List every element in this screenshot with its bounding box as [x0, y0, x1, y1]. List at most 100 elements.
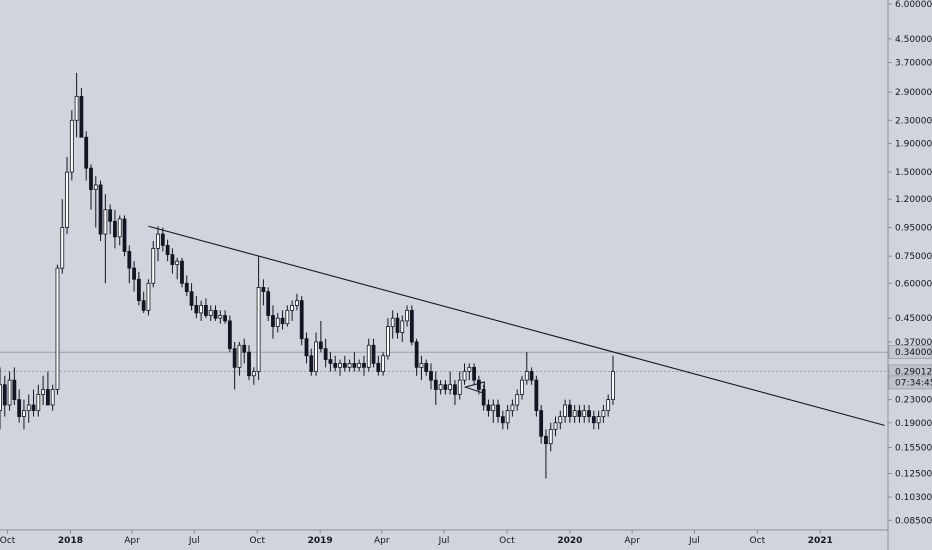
candle-body[interactable] — [486, 404, 491, 412]
candle-body[interactable] — [117, 218, 122, 238]
candle-body[interactable] — [65, 171, 69, 228]
candle-body[interactable] — [165, 244, 170, 256]
candle-body[interactable] — [342, 362, 347, 368]
candle-body[interactable] — [22, 410, 26, 417]
candle-body[interactable] — [141, 300, 146, 311]
candle-body[interactable] — [462, 371, 467, 381]
candle-body[interactable] — [534, 379, 539, 412]
candle-body[interactable] — [510, 404, 515, 412]
triangle-drawing[interactable] — [463, 381, 485, 395]
candle-body[interactable] — [55, 267, 60, 390]
candle-body[interactable] — [108, 209, 113, 222]
candle-body[interactable] — [17, 399, 22, 417]
candle-body[interactable] — [318, 341, 323, 350]
candle-body[interactable] — [567, 404, 572, 417]
candle-body[interactable] — [476, 379, 481, 390]
candle-body[interactable] — [232, 348, 237, 368]
candle-body[interactable] — [395, 317, 400, 333]
candle-body[interactable] — [524, 371, 529, 381]
candle-body[interactable] — [606, 399, 611, 412]
candle-body[interactable] — [381, 355, 386, 372]
candle-body[interactable] — [357, 362, 362, 368]
candle-body[interactable] — [69, 119, 74, 173]
candle-body[interactable] — [2, 384, 7, 406]
candle-body[interactable] — [386, 326, 390, 357]
candle-body[interactable] — [572, 410, 577, 417]
candle-body[interactable] — [170, 254, 175, 265]
candle-body[interactable] — [453, 384, 457, 395]
candle-body[interactable] — [558, 416, 563, 424]
candle-body[interactable] — [227, 320, 232, 350]
candle-body[interactable] — [31, 404, 36, 412]
candle-body[interactable] — [577, 410, 582, 417]
candle-body[interactable] — [611, 371, 615, 401]
candle-body[interactable] — [103, 209, 108, 235]
candle-body[interactable] — [223, 315, 227, 322]
candle-body[interactable] — [548, 428, 553, 445]
candle-body[interactable] — [515, 394, 520, 406]
candle-body[interactable] — [160, 233, 165, 246]
candle-body[interactable] — [362, 362, 366, 368]
candle-body[interactable] — [505, 410, 510, 424]
candle-body[interactable] — [184, 282, 189, 293]
candle-body[interactable] — [304, 338, 309, 357]
candle-body[interactable] — [419, 362, 424, 368]
candle-body[interactable] — [36, 394, 41, 412]
candle-body[interactable] — [290, 305, 295, 311]
candle-body[interactable] — [132, 267, 136, 280]
candle-body[interactable] — [443, 384, 448, 390]
candle-body[interactable] — [314, 341, 318, 372]
candle-body[interactable] — [457, 379, 462, 395]
candle-body[interactable] — [333, 362, 338, 368]
candle-body[interactable] — [309, 355, 314, 372]
candle-body[interactable] — [491, 404, 496, 412]
candle-body[interactable] — [74, 96, 79, 121]
candle-body[interactable] — [563, 404, 567, 417]
candle-body[interactable] — [295, 300, 299, 306]
candle-body[interactable] — [204, 305, 208, 316]
candle-body[interactable] — [366, 344, 371, 368]
candle-body[interactable] — [127, 251, 132, 269]
candle-body[interactable] — [328, 359, 333, 364]
candle-body[interactable] — [591, 416, 596, 424]
candle-body[interactable] — [0, 384, 2, 412]
candle-body[interactable] — [275, 317, 280, 327]
trend-line[interactable] — [148, 225, 885, 426]
candle-body[interactable] — [199, 305, 204, 314]
candle-body[interactable] — [371, 344, 376, 364]
candle-body[interactable] — [7, 379, 12, 406]
candle-body[interactable] — [338, 362, 342, 368]
candle-body[interactable] — [251, 371, 256, 377]
candle-body[interactable] — [79, 96, 84, 138]
candle-body[interactable] — [266, 291, 271, 316]
candle-body[interactable] — [400, 320, 405, 333]
candle-body[interactable] — [122, 218, 127, 252]
candle-body[interactable] — [271, 315, 275, 327]
candle-body[interactable] — [409, 309, 414, 343]
candle-body[interactable] — [194, 305, 199, 314]
candle-body[interactable] — [352, 362, 357, 368]
candle-body[interactable] — [12, 379, 17, 401]
candle-body[interactable] — [180, 260, 184, 284]
candle-body[interactable] — [189, 291, 194, 306]
candle-body[interactable] — [323, 348, 328, 360]
candle-body[interactable] — [242, 344, 247, 353]
candle-body[interactable] — [496, 404, 500, 417]
candle-body[interactable] — [529, 371, 534, 381]
candle-body[interactable] — [390, 317, 395, 327]
candle-body[interactable] — [89, 167, 93, 190]
candle-body[interactable] — [596, 416, 601, 424]
candle-body[interactable] — [544, 435, 548, 445]
candle-body[interactable] — [299, 300, 304, 340]
candle-body[interactable] — [481, 389, 486, 406]
candle-body[interactable] — [472, 366, 477, 381]
candle-body[interactable] — [41, 389, 46, 395]
candle-body[interactable] — [467, 366, 472, 372]
candle-body[interactable] — [218, 315, 223, 319]
candle-body[interactable] — [414, 341, 419, 368]
candle-body[interactable] — [424, 362, 429, 372]
candle-body[interactable] — [50, 389, 55, 406]
candle-body[interactable] — [376, 362, 381, 372]
candle-body[interactable] — [98, 184, 103, 235]
